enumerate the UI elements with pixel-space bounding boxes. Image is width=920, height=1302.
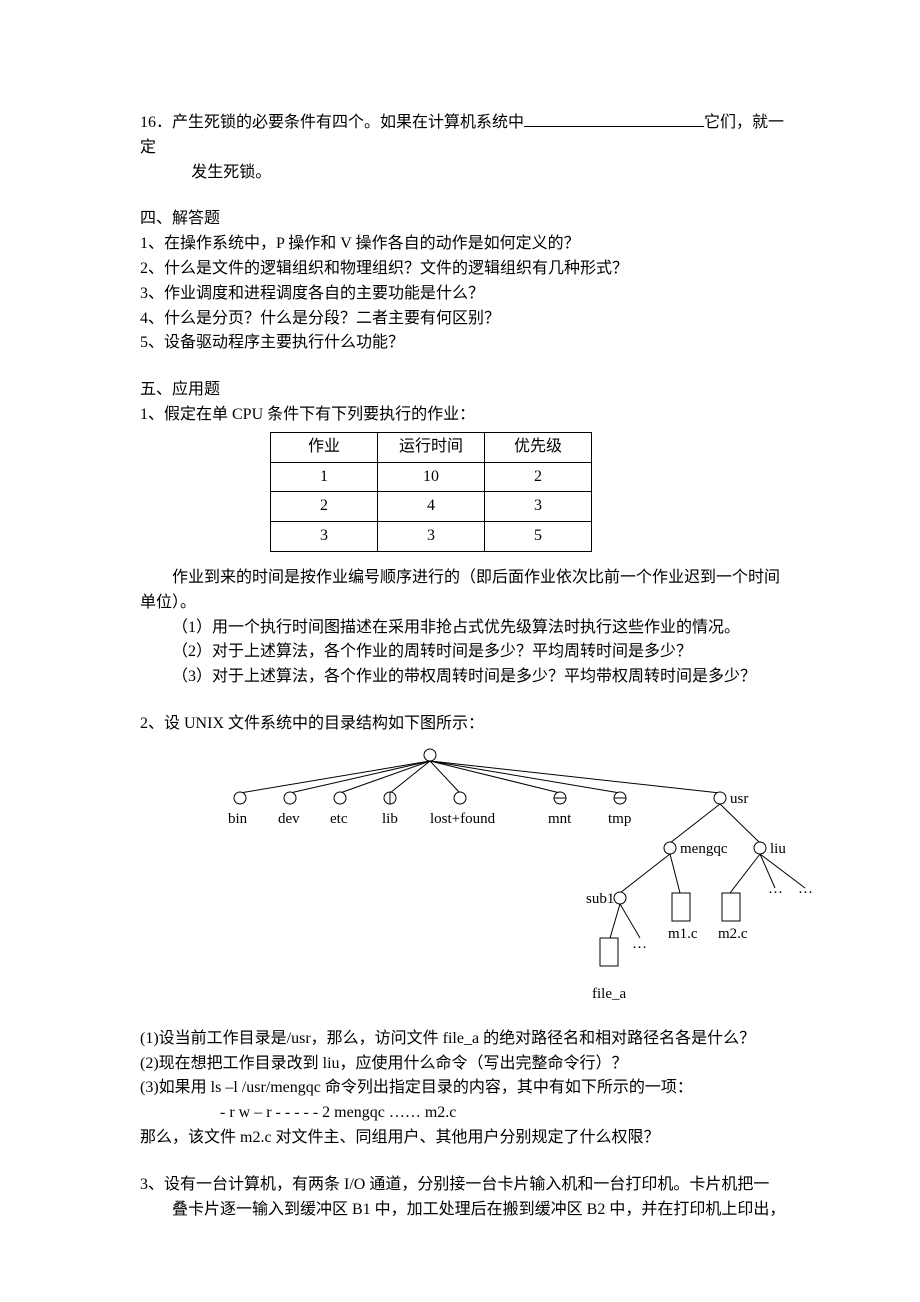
section5-q3-line1: 3、设有一台计算机，有两条 I/O 通道，分别接一台卡片输入机和一台打印机。卡片…	[140, 1173, 790, 1198]
tree-label-lib: lib	[382, 811, 398, 827]
question-16-line1: 16．产生死锁的必要条件有四个。如果在计算机系统中它们，就一定	[140, 110, 790, 161]
q16-prefix: 16．产生死锁的必要条件有四个。如果在计算机系统中	[140, 114, 524, 131]
section5-q2-sub2: (2)现在想把工作目录改到 liu，应使用什么命令（写出完整命令行）？	[140, 1052, 790, 1077]
section5-q2-intro: 2、设 UNIX 文件系统中的目录结构如下图所示：	[140, 712, 790, 737]
tree-label-usr: usr	[730, 791, 748, 807]
section4-item-2: 2、什么是文件的逻辑组织和物理组织？文件的逻辑组织有几种形式？	[140, 257, 790, 282]
section5-q1-sub1: （1）用一个执行时间图描述在采用非抢占式优先级算法时执行这些作业的情况。	[140, 616, 790, 641]
tree-dots-1: …	[632, 936, 647, 952]
section5-title: 五、应用题	[140, 378, 790, 403]
tree-label-liu: liu	[770, 841, 786, 857]
directory-tree-diagram: bin dev etc lib lost+found mnt tmp usr m…	[200, 743, 820, 1013]
section5-q2-sub1: (1)设当前工作目录是/usr，那么，访问文件 file_a 的绝对路径名和相对…	[140, 1027, 790, 1052]
table-header-row: 作业 运行时间 优先级	[271, 432, 592, 462]
section5-q2-sub3: (3)如果用 ls –l /usr/mengqc 命令列出指定目录的内容，其中有…	[140, 1076, 790, 1101]
section5-q2-code: - r w – r - - - - - 2 mengqc …… m2.c	[140, 1101, 790, 1126]
question-16-line2: 发生死锁。	[140, 161, 790, 186]
tree-dots-3: …	[798, 881, 813, 897]
section5-q1-sub2: （2）对于上述算法，各个作业的周转时间是多少？平均周转时间是多少？	[140, 640, 790, 665]
section5-q3-line2: 叠卡片逐一输入到缓冲区 B1 中，加工处理后在搬到缓冲区 B2 中，并在打印机上…	[140, 1198, 790, 1223]
tree-label-tmp: tmp	[608, 811, 631, 827]
section4-item-1: 1、在操作系统中，P 操作和 V 操作各自的动作是如何定义的？	[140, 232, 790, 257]
col-job: 作业	[271, 432, 378, 462]
col-priority: 优先级	[485, 432, 592, 462]
section5-q1-sub3: （3）对于上述算法，各个作业的带权周转时间是多少？平均带权周转时间是多少？	[140, 665, 790, 690]
tree-label-m1c: m1.c	[668, 926, 698, 942]
job-table: 作业 运行时间 优先级 1 10 2 2 4 3 3 3 5	[270, 432, 592, 552]
section4-item-3: 3、作业调度和进程调度各自的主要功能是什么？	[140, 282, 790, 307]
tree-label-filea: file_a	[592, 986, 626, 1002]
tree-label-mnt: mnt	[548, 811, 572, 827]
q16-blank	[524, 110, 704, 127]
col-runtime: 运行时间	[378, 432, 485, 462]
tree-label-mengqc: mengqc	[680, 841, 728, 857]
section4-item-5: 5、设备驱动程序主要执行什么功能？	[140, 331, 790, 356]
section5-q1-intro: 1、假定在单 CPU 条件下有下列要执行的作业：	[140, 403, 790, 428]
table-row: 1 10 2	[271, 462, 592, 492]
tree-label-m2c: m2.c	[718, 926, 748, 942]
tree-label-bin: bin	[228, 811, 248, 827]
tree-label-etc: etc	[330, 811, 348, 827]
tree-label-dev: dev	[278, 811, 300, 827]
table-row: 3 3 5	[271, 522, 592, 552]
tree-label-sub1: sub1	[586, 891, 614, 907]
tree-dots-2: …	[768, 881, 783, 897]
table-row: 2 4 3	[271, 492, 592, 522]
tree-label-lostfound: lost+found	[430, 811, 496, 827]
section4-title: 四、解答题	[140, 207, 790, 232]
section4-item-4: 4、什么是分页？什么是分段？二者主要有何区别？	[140, 307, 790, 332]
section5-q1-after: 作业到来的时间是按作业编号顺序进行的（即后面作业依次比前一个作业迟到一个时间单位…	[140, 566, 790, 616]
section5-q2-after: 那么，该文件 m2.c 对文件主、同组用户、其他用户分别规定了什么权限？	[140, 1126, 790, 1151]
